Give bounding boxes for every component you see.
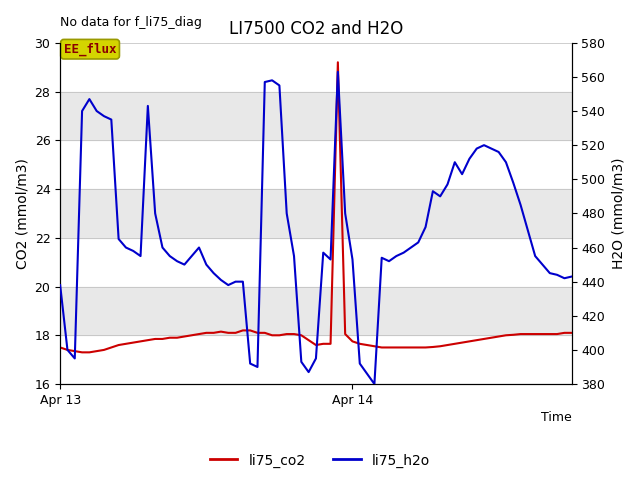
Bar xyxy=(60,92,572,140)
Y-axis label: H2O (mmol/m3): H2O (mmol/m3) xyxy=(611,157,625,269)
Bar xyxy=(60,189,572,238)
Text: No data for f_li75_diag: No data for f_li75_diag xyxy=(60,16,202,29)
Text: EE_flux: EE_flux xyxy=(64,43,116,56)
Legend: li75_co2, li75_h2o: li75_co2, li75_h2o xyxy=(204,448,436,473)
Bar xyxy=(60,287,572,336)
Y-axis label: CO2 (mmol/m3): CO2 (mmol/m3) xyxy=(15,158,29,269)
Title: LI7500 CO2 and H2O: LI7500 CO2 and H2O xyxy=(229,21,403,38)
Text: Time: Time xyxy=(541,411,572,424)
